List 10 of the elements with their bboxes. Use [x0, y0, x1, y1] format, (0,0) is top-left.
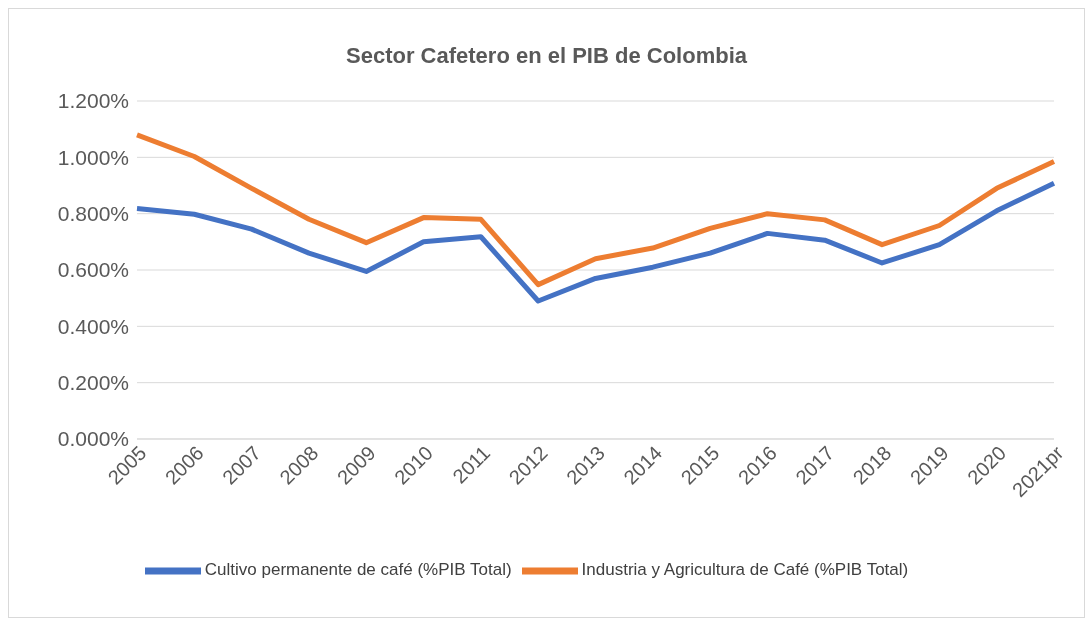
y-tick-label: 0.000% [57, 427, 129, 451]
y-tick-label: 0.800% [57, 202, 129, 226]
y-tick-label: 0.200% [57, 371, 129, 395]
y-tick-label: 1.000% [57, 145, 129, 169]
y-tick-label: 0.400% [57, 314, 129, 338]
y-tick-label: 1.200% [57, 89, 129, 113]
legend-label: Industria y Agricultura de Café (%PIB Total) [581, 560, 909, 580]
legend-label: Cultivo permanente de café (%PIB Total) [204, 560, 512, 580]
y-tick-label: 0.600% [57, 258, 129, 282]
chart-title: Sector Cafetero en el PIB de Colombia [345, 43, 748, 69]
